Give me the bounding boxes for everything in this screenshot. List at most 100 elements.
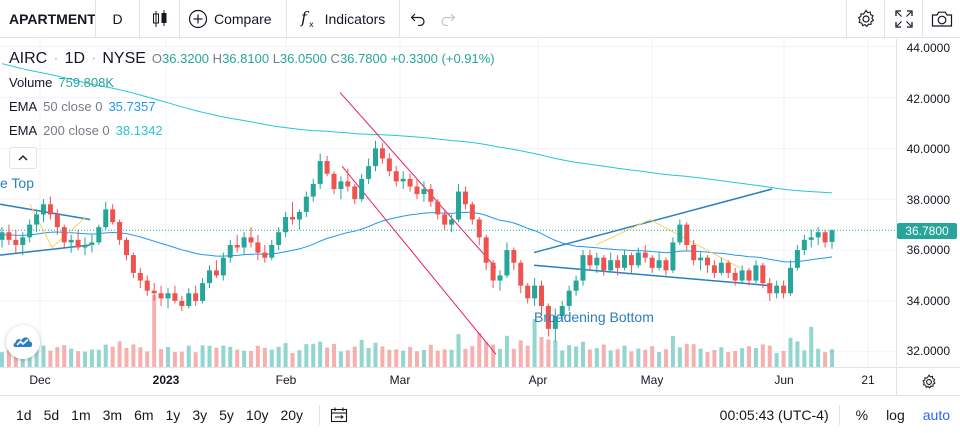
range-1m[interactable]: 1m: [71, 406, 91, 423]
volume-bar: [62, 345, 67, 367]
axis-settings-button[interactable]: [896, 368, 960, 395]
symbol-search-button[interactable]: APARTMENT: [0, 0, 96, 38]
range-20y[interactable]: 20y: [280, 406, 304, 423]
percent-scale-toggle[interactable]: %: [855, 406, 869, 423]
pattern-label-top[interactable]: e Top: [0, 175, 34, 191]
clock-timezone[interactable]: 00:05:43 (UTC-4): [719, 406, 829, 423]
candle-body: [179, 300, 185, 306]
legend-change: +0.3300 (+0.91%): [390, 51, 495, 66]
volume-bar: [124, 348, 129, 367]
candles-icon: [152, 9, 166, 27]
indicators-label: Indicators: [324, 10, 386, 27]
log-scale-toggle[interactable]: log: [886, 406, 905, 423]
candle-body: [41, 204, 46, 215]
volume-bar: [809, 327, 814, 367]
legend-ticker: AIRC: [9, 50, 48, 67]
candle-body: [518, 262, 524, 286]
volume-bar: [456, 334, 461, 367]
candle-body: [829, 230, 835, 242]
volume-bar: [664, 349, 668, 367]
interval-button[interactable]: D: [96, 0, 140, 38]
candle-body: [248, 237, 254, 243]
auto-scale-toggle[interactable]: auto: [922, 406, 950, 423]
candle-body: [435, 201, 441, 215]
price-axis[interactable]: 44.0000 42.0000 40.0000 38.0000 36.0000 …: [896, 39, 960, 367]
volume-bar: [747, 346, 751, 367]
right-tools: [846, 0, 960, 38]
range-5y[interactable]: 5y: [219, 406, 234, 423]
range-1y[interactable]: 1y: [165, 406, 181, 423]
legend-open: 36.3200: [162, 51, 210, 66]
candle-body: [324, 161, 330, 174]
candle-body: [207, 270, 212, 284]
time-axis[interactable]: Dec 2023 Feb Mar Apr May Jun 21: [0, 367, 960, 395]
volume-bar: [276, 346, 281, 367]
candle-body: [165, 293, 171, 299]
snapshot-button[interactable]: [922, 0, 960, 38]
compare-button[interactable]: Compare: [180, 0, 287, 38]
range-1d[interactable]: 1d: [16, 406, 32, 423]
volume-bar: [235, 349, 240, 367]
candle-body: [6, 232, 12, 240]
volume-bar: [408, 347, 413, 367]
chart-type-button[interactable]: [140, 0, 180, 38]
range-6m[interactable]: 6m: [134, 406, 154, 423]
candle-body: [608, 260, 614, 271]
undo-icon[interactable]: [410, 12, 426, 26]
range-5d[interactable]: 5d: [43, 406, 60, 423]
top-pattern-line-lower: [0, 244, 91, 256]
candle-body: [684, 224, 690, 245]
settings-button[interactable]: [846, 0, 884, 38]
candle-body: [601, 257, 607, 271]
volume-bar: [670, 336, 675, 367]
indicators-button[interactable]: f x Indicators: [287, 0, 401, 38]
candle-body: [794, 250, 800, 268]
interval-label: D: [112, 10, 123, 27]
candle-body: [186, 293, 192, 306]
volume-bar: [89, 349, 94, 367]
candle-body: [151, 290, 157, 294]
volume-legend[interactable]: Volume 759.808K: [9, 71, 495, 95]
ema200-line: [1, 63, 833, 194]
range-3m[interactable]: 3m: [102, 406, 123, 423]
fullscreen-button[interactable]: [884, 0, 922, 38]
volume-bar: [387, 349, 392, 367]
time-tick: May: [640, 373, 664, 387]
candle-body: [317, 161, 323, 184]
volume-bar: [553, 340, 558, 367]
pattern-label-broadening-bottom[interactable]: Broadening Bottom: [534, 309, 654, 325]
candle-body: [760, 265, 766, 284]
range-3y[interactable]: 3y: [192, 406, 208, 423]
volume-bar: [498, 349, 502, 367]
candle-body: [725, 262, 731, 273]
candle-body: [227, 244, 233, 258]
candle-body: [0, 232, 5, 240]
candle-body: [310, 183, 316, 197]
volume-bar: [601, 344, 606, 367]
legend-collapse-button[interactable]: [9, 147, 37, 169]
volume-bar: [608, 350, 613, 367]
volume-bar: [103, 344, 108, 367]
chart-pane[interactable]: AIRC · 1D · NYSE O36.3200 H36.8100 L36.0…: [0, 39, 896, 367]
volume-bar: [705, 352, 710, 367]
ema50-legend[interactable]: EMA 50 close 0 35.7357: [9, 95, 495, 119]
volume-bar: [366, 348, 371, 367]
candle-body: [158, 293, 164, 299]
candle-body: [552, 316, 558, 329]
volume-bar: [470, 346, 475, 367]
candle-body: [241, 237, 247, 248]
volume-bar: [394, 349, 399, 367]
tradingview-logo[interactable]: [6, 325, 40, 359]
range-10y[interactable]: 10y: [245, 406, 269, 423]
fx-icon: f x: [300, 8, 314, 29]
volume-bar: [760, 344, 765, 367]
candle-body: [594, 257, 600, 266]
volume-bar: [110, 346, 115, 367]
volume-bar: [691, 344, 696, 367]
ema200-legend[interactable]: EMA 200 close 0 38.1342: [9, 119, 495, 143]
candle-body: [172, 293, 178, 301]
time-tick: Apr: [528, 373, 548, 387]
redo-icon[interactable]: [440, 12, 456, 26]
calendar-range-icon[interactable]: [330, 407, 348, 423]
volume-value: 759.808K: [58, 75, 115, 90]
